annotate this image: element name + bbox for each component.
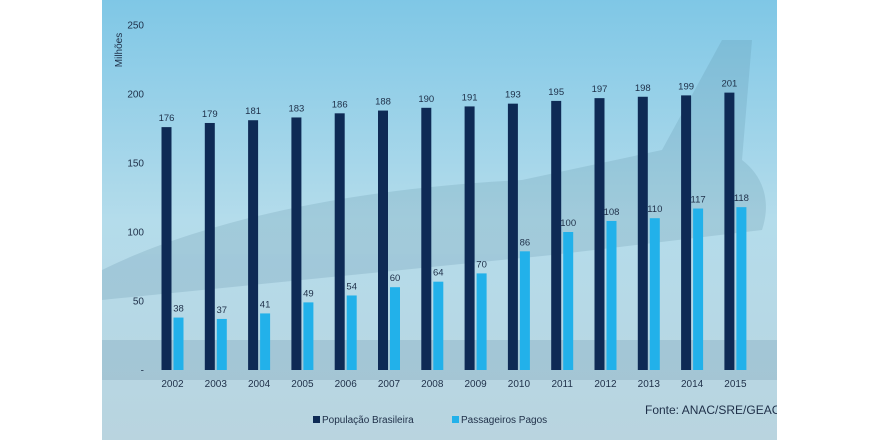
bar-populacao (378, 110, 388, 370)
data-label: 54 (346, 281, 357, 292)
data-label: 201 (721, 79, 737, 90)
bar-populacao (291, 117, 302, 371)
data-label: 183 (288, 103, 304, 114)
bar-passageiros (606, 220, 617, 370)
data-label: 118 (734, 193, 749, 204)
y-tick-label: 100 (127, 228, 144, 239)
x-tick-label: 2010 (508, 379, 531, 390)
data-label: 37 (217, 305, 228, 316)
data-label: 191 (462, 92, 478, 103)
x-tick-label: 2003 (205, 379, 228, 390)
x-tick-label: 2015 (724, 379, 747, 390)
data-label: 176 (159, 113, 175, 124)
data-label: 49 (303, 288, 314, 299)
y-tick-label: 150 (127, 159, 144, 170)
x-axis: 2002 2003 2004 2005 2006 2007 2008 2009 2010 2011… (161, 379, 747, 390)
bar-passageiros (736, 207, 747, 370)
data-label: 186 (332, 99, 348, 110)
data-label: 181 (245, 106, 261, 117)
bar-passageiros (433, 281, 444, 370)
data-label: 110 (647, 204, 662, 215)
bar-populacao (161, 127, 172, 371)
y-tick-label: 50 (133, 297, 145, 308)
y-tick-label: 200 (127, 90, 144, 101)
bar-populacao (248, 120, 259, 370)
data-label: 190 (418, 94, 434, 105)
bar-passageiros (649, 218, 660, 370)
source-note: Fonte: ANAC/SRE/GEAC (645, 403, 777, 417)
x-tick-label: 2011 (551, 379, 573, 390)
bar-populacao (334, 113, 345, 370)
x-tick-label: 2014 (681, 379, 704, 390)
bar-populacao (724, 92, 735, 371)
data-label: 41 (260, 299, 271, 310)
x-tick-label: 2004 (248, 379, 271, 390)
data-label: 100 (560, 218, 576, 229)
bars-group: 176 38 179 37 181 41 183 49 186 54 188 60 190 64 191 70… (159, 79, 749, 371)
legend-swatch (452, 416, 459, 423)
data-label: 70 (476, 259, 487, 270)
data-label: 108 (604, 207, 620, 218)
bar-populacao (507, 103, 518, 370)
bar-passageiros (303, 302, 314, 370)
data-label: 188 (375, 97, 391, 108)
bar-populacao (637, 96, 648, 370)
data-label: 195 (548, 87, 564, 98)
data-label: 179 (202, 109, 218, 120)
bar-populacao (464, 106, 475, 371)
data-label: 86 (520, 237, 531, 248)
data-label: 198 (635, 83, 651, 94)
y-tick-label: 250 (127, 21, 144, 32)
bar-populacao (681, 95, 692, 370)
x-tick-label: 2008 (421, 379, 444, 390)
x-tick-label: 2005 (291, 379, 314, 390)
bar-passageiros (216, 318, 227, 370)
legend: População Brasileira Passageiros Pagos (313, 415, 547, 426)
bar-populacao (594, 98, 605, 370)
bar-passageiros (519, 251, 530, 370)
legend-label: População Brasileira (322, 415, 414, 426)
bar-populacao (204, 122, 215, 370)
bar-passageiros (693, 208, 704, 370)
bar-passageiros (563, 232, 574, 370)
x-tick-label: 2002 (161, 379, 184, 390)
data-label: 199 (678, 81, 694, 92)
y-axis-title: Milhões (114, 33, 125, 67)
bar-populacao (421, 107, 432, 371)
bar-passageiros (346, 295, 357, 370)
bar-passageiros (173, 317, 184, 370)
data-label: 197 (592, 84, 608, 95)
x-tick-label: 2012 (594, 379, 617, 390)
x-tick-label: 2007 (378, 379, 401, 390)
x-tick-label: 2009 (464, 379, 487, 390)
y-axis: - 50 100 150 200 250 (127, 21, 144, 377)
x-tick-label: 2006 (335, 379, 358, 390)
y-tick-label: - (141, 366, 144, 377)
data-label: 193 (505, 90, 521, 101)
bar-passageiros (390, 287, 400, 370)
bar-passageiros (476, 273, 487, 370)
bar-populacao (551, 100, 562, 371)
legend-swatch (313, 416, 320, 423)
data-label: 117 (691, 195, 706, 206)
data-label: 64 (433, 268, 444, 279)
chart-panel: -50 100 150 200 250 Milhões 176 38 179 37 181 41 1… (102, 0, 777, 440)
legend-label: Passageiros Pagos (461, 415, 547, 426)
bar-passageiros (260, 313, 271, 370)
data-label: 60 (390, 273, 401, 284)
data-label: 38 (173, 304, 184, 315)
x-tick-label: 2013 (638, 379, 661, 390)
